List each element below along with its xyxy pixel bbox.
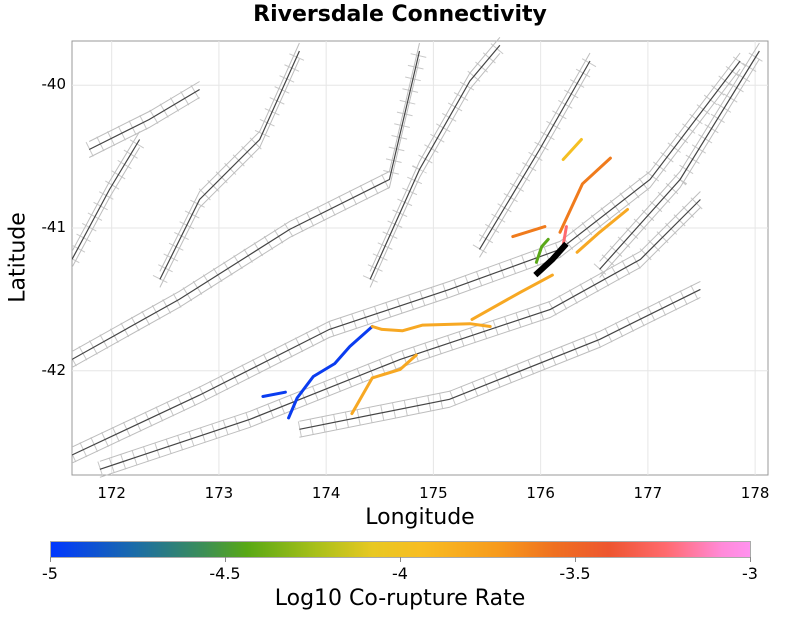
co-rupture-fault <box>558 156 612 234</box>
y-axis-label: Latitude <box>5 212 31 303</box>
fault-ribbon-edge <box>88 81 200 142</box>
fault-ribbon-edge <box>72 147 141 268</box>
colorbar-tick-label: -5 <box>42 564 58 583</box>
fault-trace <box>599 50 760 270</box>
fault-ribbon-edge <box>599 58 760 278</box>
co-rupture-fault <box>534 237 550 264</box>
fault-ribbon-edge <box>299 296 701 438</box>
x-tick-label: 174 <box>311 484 341 502</box>
colorbar-tick-mark <box>50 557 51 562</box>
colorbar-tick-mark <box>575 557 576 562</box>
fault-ribbon-edge <box>479 52 591 242</box>
co-rupture-fault <box>561 225 568 247</box>
co-rupture-fault <box>350 353 418 416</box>
fault-trace <box>478 60 591 250</box>
fault-trace <box>88 88 200 151</box>
co-rupture-fault <box>575 208 629 254</box>
x-tick-label: 175 <box>419 484 448 502</box>
x-tick-label: 177 <box>633 484 663 502</box>
fault-trace <box>72 50 421 360</box>
fault-trace <box>159 50 300 280</box>
colorbar-tick-label: -3.5 <box>559 564 591 583</box>
fault-ribbon-edge <box>299 280 701 422</box>
plot-frame <box>71 40 769 476</box>
colorbar-tick-mark <box>225 557 226 562</box>
co-rupture-fault <box>261 390 287 398</box>
colorbar-tick-mark <box>400 557 401 562</box>
y-tick-label: -40 <box>41 75 67 94</box>
co-rupture-fault <box>370 322 492 333</box>
co-rupture-fault <box>561 138 583 161</box>
colorbar <box>50 541 751 558</box>
fault-ribbon-edge <box>88 97 200 158</box>
x-tick-label: 172 <box>97 484 126 502</box>
colorbar-tick-label: -3 <box>742 564 758 583</box>
chart-title: Riversdale Connectivity <box>253 2 547 27</box>
colorbar-tick-mark <box>750 557 751 562</box>
co-rupture-fault <box>470 273 554 321</box>
y-tick-label: -42 <box>41 360 67 379</box>
co-rupture-fault <box>287 325 374 420</box>
fault-trace <box>72 60 741 456</box>
fault-ribbon-edge <box>479 68 591 258</box>
x-tick-label: 173 <box>204 484 234 502</box>
fault-ribbon-edge <box>369 52 501 288</box>
fault-ribbon-edge <box>159 42 300 272</box>
x-tick-label: 178 <box>740 484 770 502</box>
fault-ribbon-edge <box>369 36 501 272</box>
fault-ribbon-edge <box>72 131 141 252</box>
fault-trace <box>299 288 701 430</box>
fault-ribbon-edge <box>99 191 701 462</box>
source-fault-riversdale <box>533 241 569 278</box>
fault-ribbon-edge <box>72 42 420 352</box>
colorbar-tick-label: -4 <box>392 564 408 583</box>
co-rupture-fault <box>511 225 547 239</box>
x-tick-label: 176 <box>526 484 555 502</box>
fault-ribbon-edge <box>159 58 300 288</box>
fault-ribbon-edge <box>72 68 741 464</box>
colorbar-tick-label: -4.5 <box>209 564 241 583</box>
fault-ribbon-edge <box>599 42 760 262</box>
fault-ribbon-edge <box>72 58 420 368</box>
fault-trace <box>99 199 701 470</box>
fault-trace <box>369 44 501 280</box>
x-axis-label: Longitude <box>365 505 475 530</box>
fault-trace <box>72 139 141 260</box>
y-tick-label: -41 <box>41 218 67 237</box>
fault-ribbon-edge <box>99 207 701 478</box>
fault-ribbon-edge <box>72 52 741 448</box>
colorbar-label: Log10 Co-rupture Rate <box>274 586 526 611</box>
